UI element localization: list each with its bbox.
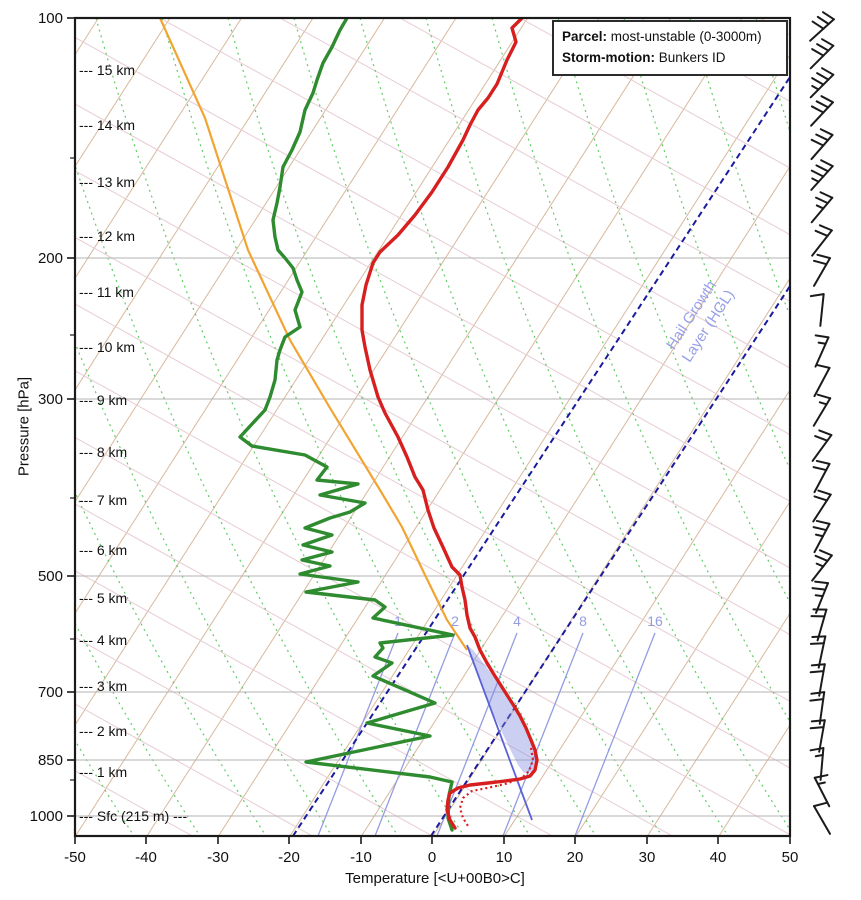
temperature-tick-label: 0 (428, 849, 436, 866)
temperature-tick-label: -40 (135, 849, 157, 866)
mixing-ratio-label: 8 (579, 613, 587, 629)
wind-barb (809, 38, 835, 70)
cape-shaded-area (467, 645, 536, 773)
legend-storm-row: Storm-motion: Bunkers ID (562, 48, 778, 69)
temperature-tick-label: -30 (207, 849, 229, 866)
height-label: --- 1 km (79, 764, 127, 780)
pressure-tick-label: 700 (38, 684, 63, 701)
height-label: --- 6 km (79, 542, 127, 558)
height-label: --- Sfc (215 m) --- (79, 808, 187, 824)
height-label: --- 10 km (79, 339, 135, 355)
wind-barb (812, 519, 831, 554)
legend-storm-value: Bunkers ID (654, 49, 726, 65)
wind-barb (812, 393, 832, 427)
plot-frame (73, 16, 792, 838)
isotherm-lines (75, 18, 790, 836)
pressure-tick-label: 850 (38, 752, 63, 769)
wind-barb (813, 801, 831, 835)
wind-barb (809, 11, 835, 42)
dry-adiabat-lines (75, 18, 790, 836)
pressure-tick-label: 200 (38, 250, 63, 267)
parcel-trace (158, 18, 468, 651)
wind-barb (812, 489, 832, 523)
wind-barb (813, 363, 831, 398)
hail-growth-layer-lines (292, 76, 790, 836)
wind-barb (811, 580, 829, 614)
moist-adiabat-lines (75, 18, 790, 836)
wind-barb (810, 159, 834, 191)
wind-barb (809, 67, 835, 99)
temperature-tick-labels: -50 -40 -30 -20 -10 0 10 20 30 40 50 (64, 836, 798, 866)
pressure-tick-label: 1000 (30, 808, 63, 825)
wind-barb (810, 128, 834, 161)
wind-barb (812, 459, 831, 494)
temperature-tick-label: 10 (496, 849, 513, 866)
y-axis-title: Pressure [hPa] (15, 376, 33, 477)
height-labels: --- 15 km --- 14 km --- 13 km --- 12 km --- … (79, 62, 187, 824)
virtual-temperature-dotted-trace (458, 747, 535, 827)
height-label: --- 2 km (79, 723, 127, 739)
wind-barb (809, 635, 827, 669)
pressure-gridlines (75, 17, 790, 817)
temperature-tick-label: 40 (710, 849, 727, 866)
legend-storm-label: Storm-motion: (562, 49, 655, 65)
legend-parcel-value: most-unstable (0-3000m) (607, 29, 762, 44)
height-label: --- 14 km (79, 117, 135, 133)
height-label: --- 9 km (79, 392, 127, 408)
height-label: --- 3 km (79, 678, 127, 694)
wind-barb (810, 95, 834, 127)
temperature-tick-label: 50 (782, 849, 799, 866)
wind-barbs (809, 11, 835, 835)
wind-barb (813, 774, 831, 808)
legend-box: Parcel: most-unstable (0-3000m) Storm-mo… (552, 20, 788, 76)
x-axis-title: Temperature [<U+00B0>C] (345, 870, 525, 887)
legend-parcel-label: Parcel: (562, 29, 608, 44)
height-label: --- 13 km (79, 174, 135, 190)
height-label: --- 12 km (79, 228, 135, 244)
wind-barb (809, 691, 826, 725)
mixing-ratio-label: 4 (513, 613, 521, 629)
wind-barb (809, 719, 826, 753)
wind-barb (809, 747, 825, 781)
height-label: --- 11 km (79, 284, 134, 300)
wind-barb (811, 549, 833, 582)
pressure-tick-label: 300 (38, 391, 63, 408)
wind-barb (809, 663, 826, 697)
mixing-ratio-label: 1 (394, 613, 402, 629)
height-label: --- 4 km (79, 632, 127, 648)
legend-parcel-row: Parcel: most-unstable (0-3000m) (562, 27, 778, 48)
wind-barb (812, 253, 831, 287)
height-label: --- 15 km (79, 62, 135, 78)
temperature-tick-label: -20 (278, 849, 300, 866)
pressure-tick-label: 500 (38, 568, 63, 585)
mixing-ratio-labels: 1 2 4 8 16 (394, 613, 663, 629)
temperature-tick-label: 30 (639, 849, 656, 866)
wind-barb (810, 608, 828, 642)
wind-barb (809, 293, 825, 327)
mixing-ratio-label: 16 (647, 613, 663, 629)
temperature-tick-label: -10 (350, 849, 372, 866)
temperature-tick-label: -50 (64, 849, 86, 866)
wind-barb (814, 334, 830, 368)
pressure-tick-label: 100 (38, 10, 63, 27)
dewpoint-trace (238, 18, 455, 832)
parcel-lcl-line (466, 644, 533, 821)
wind-barb (811, 224, 833, 257)
temperature-tick-label: 20 (567, 849, 584, 866)
height-label: --- 7 km (79, 492, 127, 508)
height-label: --- 8 km (79, 444, 127, 460)
pressure-tick-labels: 100 200 300 500 700 850 1000 (30, 10, 75, 825)
mixing-ratio-label: 2 (451, 613, 459, 629)
height-label: --- 5 km (79, 590, 127, 606)
wind-barb (811, 429, 833, 462)
wind-barb (810, 191, 834, 224)
temperature-trace (360, 18, 539, 830)
